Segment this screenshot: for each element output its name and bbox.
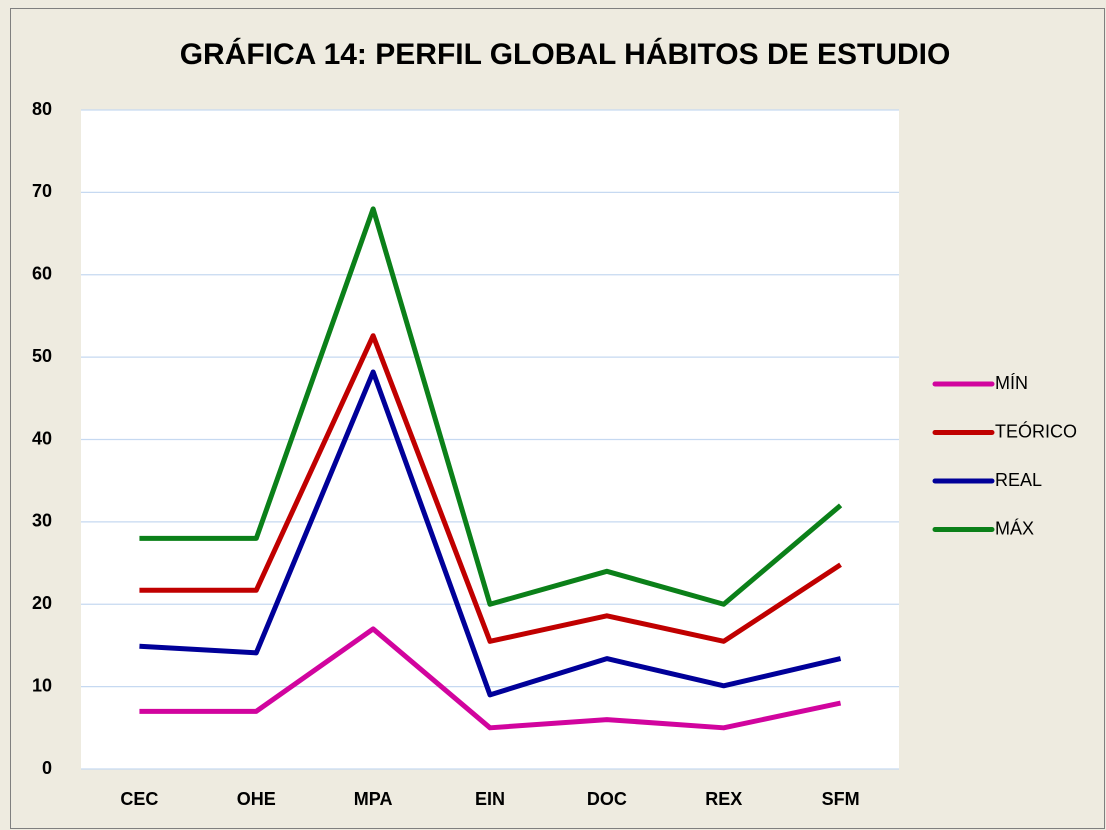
- series-line: [139, 333, 842, 644]
- y-tick-label: 20: [32, 593, 52, 613]
- y-tick-label: 60: [32, 264, 52, 284]
- y-tick-label: 80: [32, 99, 52, 119]
- y-tick-label: 0: [42, 758, 52, 778]
- x-tick-label: SFM: [822, 789, 860, 809]
- x-tick-label: EIN: [475, 789, 505, 809]
- chart-title: GRÁFICA 14: PERFIL GLOBAL HÁBITOS DE EST…: [180, 37, 951, 71]
- y-tick-label: 50: [32, 346, 52, 366]
- legend-label: MÁX: [995, 518, 1034, 538]
- x-tick-label: OHE: [237, 789, 276, 809]
- legend-label: MÍN: [995, 373, 1028, 393]
- series-line: [139, 369, 842, 698]
- y-tick-label: 70: [32, 181, 52, 201]
- series-line: [139, 206, 843, 607]
- y-tick-label: 10: [32, 675, 52, 695]
- legend-label: REAL: [995, 470, 1042, 490]
- y-tick-label: 40: [32, 428, 52, 448]
- y-tick-label: 30: [32, 511, 52, 531]
- x-tick-label: MPA: [354, 789, 393, 809]
- legend-label: TEÓRICO: [995, 420, 1077, 441]
- x-tick-label: REX: [705, 789, 742, 809]
- series-line: [139, 626, 842, 731]
- x-tick-label: DOC: [587, 789, 627, 809]
- x-tick-label: CEC: [120, 789, 158, 809]
- frame: [10, 8, 1105, 829]
